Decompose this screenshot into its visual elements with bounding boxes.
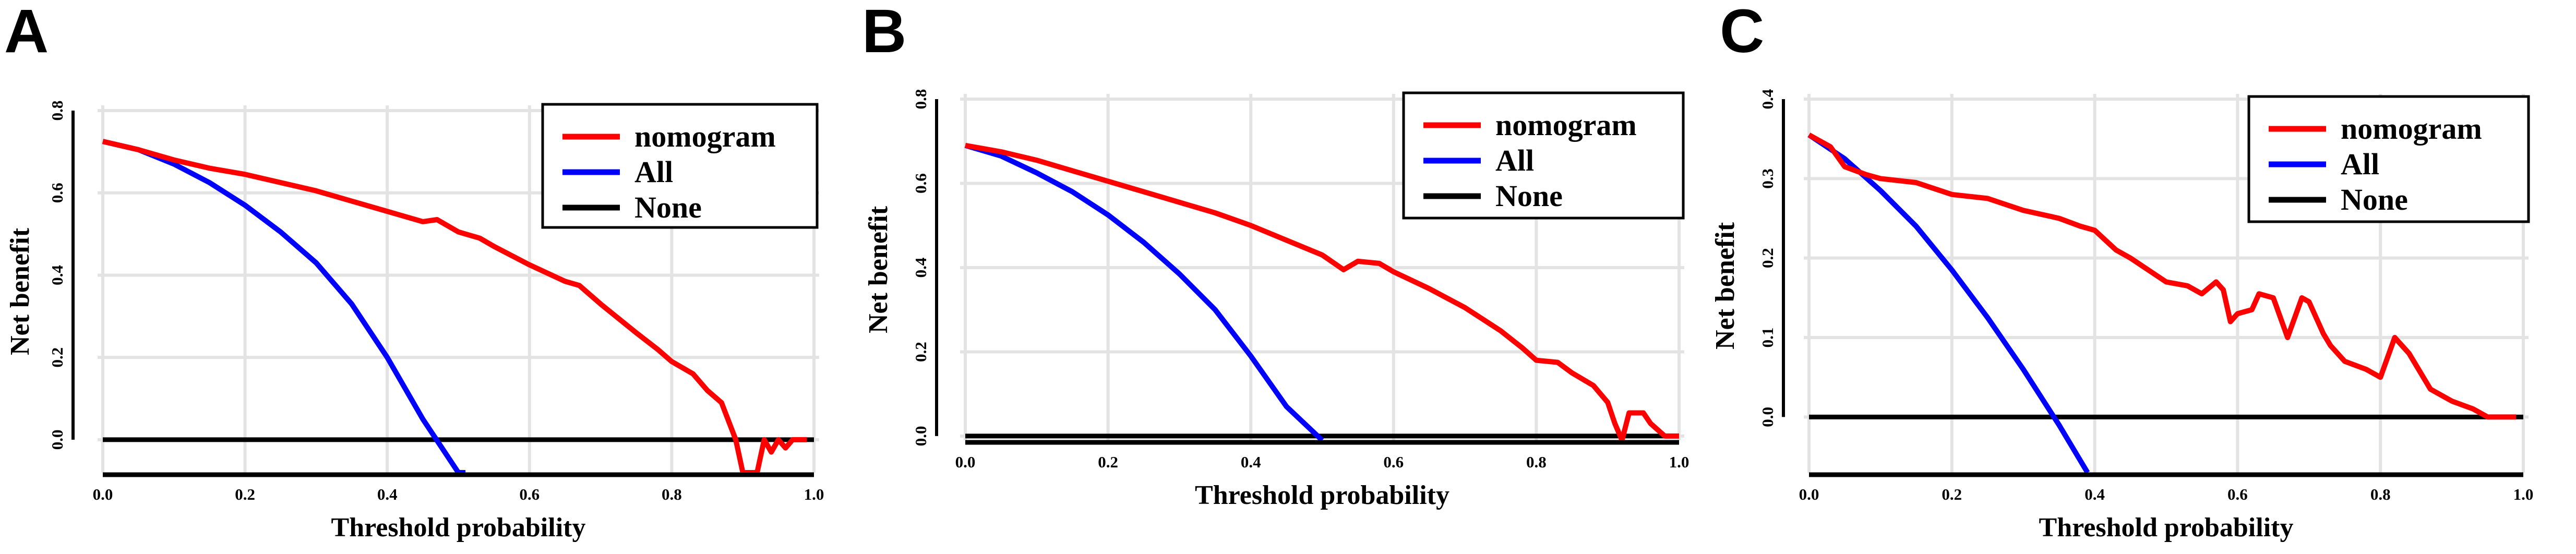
chart-panel-c: C 0.0 0.2 0.4 0.6 0.8 1.0 0.0 0.1 0.2 0.3 0.4 Thresh… xyxy=(1710,0,2533,543)
legend-label: None xyxy=(634,190,702,224)
x-tick-label: 0.2 xyxy=(1942,485,1962,503)
y-tick-label: 0.4 xyxy=(912,258,930,278)
x-tick-label: 0.8 xyxy=(662,485,682,503)
panel-label: A xyxy=(4,0,49,66)
x-tick-label: 0.6 xyxy=(2227,485,2248,503)
y-tick-label: 0.3 xyxy=(1758,168,1777,189)
x-tick-label: 1.0 xyxy=(804,485,824,503)
x-tick-label: 0.2 xyxy=(235,485,255,503)
series-line-nomogram xyxy=(1807,133,2517,420)
x-axis-title: Threshold probability xyxy=(2039,513,2294,543)
chart-panel-b: B 0.0 0.2 0.4 0.6 0.8 1.0 0.0 0.2 0.4 0.6 0.8 Thresh… xyxy=(862,0,1689,510)
series-line-all xyxy=(102,139,466,473)
y-tick-label: 0.2 xyxy=(912,342,930,362)
legend-label: All xyxy=(634,155,673,189)
y-tick-label: 0.8 xyxy=(912,89,930,110)
x-tick-label: 0.0 xyxy=(955,453,976,471)
series-line-nomogram xyxy=(102,139,807,473)
series-line-all xyxy=(964,143,1324,440)
series-line-nomogram xyxy=(965,142,1679,440)
x-tick-label: 0.6 xyxy=(519,485,540,503)
x-tick-label: 0.4 xyxy=(2084,485,2105,503)
series-line-all xyxy=(1807,133,2090,473)
x-axis-title: Threshold probability xyxy=(1195,480,1449,510)
x-tick-label: 0.8 xyxy=(1526,453,1547,471)
y-tick-label: 0.2 xyxy=(1758,248,1777,268)
panel-label: B xyxy=(862,0,906,66)
x-tick-label: 0.2 xyxy=(1098,453,1118,471)
y-axis-title: Net benefit xyxy=(5,227,35,355)
legend-label: All xyxy=(1495,143,1534,177)
legend-label: nomogram xyxy=(634,119,776,153)
y-axis-title: Net benefit xyxy=(864,206,893,333)
legend-label: All xyxy=(2341,147,2379,181)
y-axis-title: Net benefit xyxy=(1710,222,1740,350)
y-tick-label: 0.6 xyxy=(48,183,66,203)
y-tick-label: 0.0 xyxy=(912,426,930,447)
x-tick-label: 1.0 xyxy=(1669,453,1690,471)
y-tick-label: 0.0 xyxy=(48,430,66,450)
x-axis-title: Threshold probability xyxy=(331,513,586,543)
x-tick-label: 0.4 xyxy=(1241,453,1261,471)
legend-label: None xyxy=(2341,183,2408,216)
x-tick-label: 0.0 xyxy=(1799,485,1819,503)
y-tick-label: 0.1 xyxy=(1758,328,1777,348)
y-tick-label: 0.4 xyxy=(1758,89,1777,110)
y-tick-label: 0.4 xyxy=(48,265,66,285)
y-tick-label: 0.8 xyxy=(48,101,66,121)
y-tick-label: 0.6 xyxy=(912,173,930,194)
x-tick-label: 0.4 xyxy=(377,485,398,503)
legend-label: nomogram xyxy=(2341,112,2482,146)
x-tick-label: 0.6 xyxy=(1383,453,1404,471)
legend-label: nomogram xyxy=(1495,108,1637,142)
panel-label: C xyxy=(1720,0,1764,66)
y-tick-label: 0.2 xyxy=(48,347,66,368)
x-tick-label: 0.8 xyxy=(2370,485,2391,503)
x-tick-label: 0.0 xyxy=(93,485,113,503)
x-tick-label: 1.0 xyxy=(2513,485,2534,503)
y-tick-label: 0.0 xyxy=(1758,407,1777,427)
chart-panel-a: A 0.0 0.2 0.4 0.6 0.8 1.0 0.0 0.2 0.4 0.6 0.8 Thresh… xyxy=(4,0,824,543)
legend-label: None xyxy=(1495,179,1563,213)
